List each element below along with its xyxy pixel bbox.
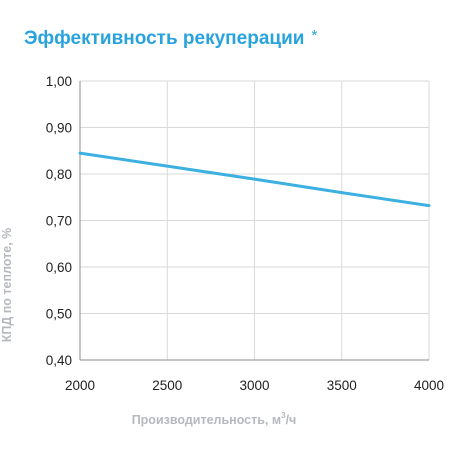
- grid: [80, 80, 430, 360]
- y-tick-label: 1,00: [46, 74, 72, 89]
- x-tick-label: 2500: [152, 378, 182, 393]
- x-axis-label-suffix: /ч: [286, 413, 297, 427]
- x-axis-label: Производительность, м3/ч: [132, 411, 297, 427]
- x-tick-label: 3500: [327, 378, 357, 393]
- series-line: [78, 151, 431, 208]
- y-tick-label: 0,90: [46, 121, 72, 136]
- y-axis-label: КПД по теплоте, %: [0, 228, 14, 343]
- y-tick-label: 0,80: [46, 167, 72, 182]
- tick-labels: 0,40 0,50 0,60 0,70 0,80 0,90 1,00 2000 2500 3000…: [46, 74, 444, 393]
- axes: [79, 81, 429, 361]
- series: [78, 151, 431, 208]
- chart-title-text: Эффективность рекуперации: [24, 28, 305, 49]
- x-axis-label-superscript: 3: [281, 411, 286, 420]
- x-tick-label: 2000: [65, 378, 95, 393]
- x-axis-label-prefix: Производительность, м: [132, 413, 281, 427]
- y-tick-label: 0,50: [46, 307, 72, 322]
- y-tick-label: 0,40: [46, 353, 72, 368]
- y-tick-label: 0,60: [46, 260, 72, 275]
- x-tick-label: 3000: [239, 378, 269, 393]
- chart-title-asterisk: *: [311, 27, 318, 44]
- y-tick-label: 0,70: [46, 214, 72, 229]
- x-tick-label: 4000: [414, 378, 444, 393]
- chart-title: Эффективность рекуперации *: [24, 27, 318, 50]
